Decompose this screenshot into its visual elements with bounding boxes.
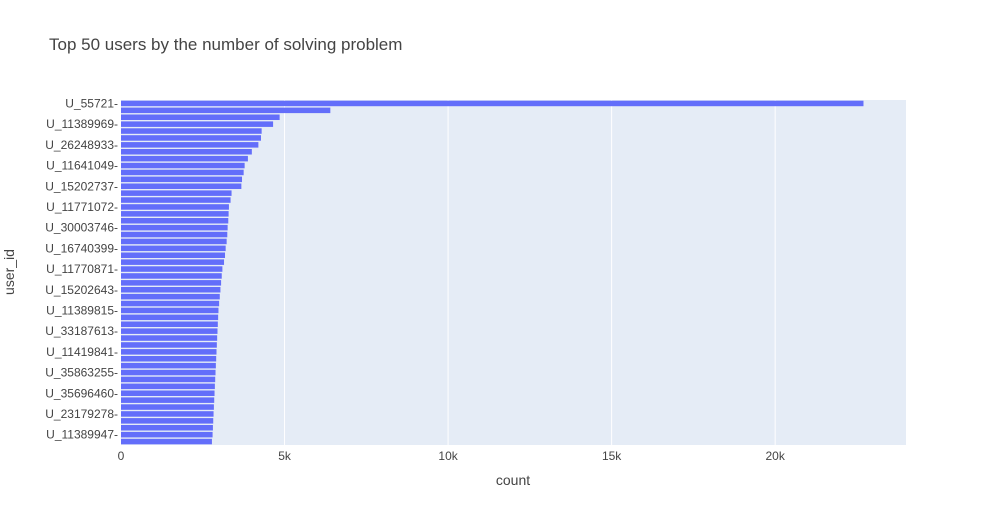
y-tick-label: U_16740399- [45,241,118,255]
bar [121,100,864,107]
y-axis-ticks: U_55721- U_11389969- U_26248933- U_11641049… [45,96,118,441]
y-tick-label: U_30003746- [45,221,118,235]
y-tick-label: U_11389947- [46,428,118,442]
bar [121,128,262,134]
bar [121,342,217,348]
y-axis-label: user_id [1,249,17,295]
y-tick-label: U_55721- [65,96,118,110]
bar [121,259,225,265]
bar [121,245,226,252]
bar [121,211,229,217]
bar [121,273,222,279]
bar [121,314,219,321]
bar [121,307,219,314]
bar [121,383,215,390]
bar [121,183,242,190]
y-tick-label: U_11771072- [46,200,118,214]
bar [121,328,218,334]
x-axis-ticks: 0 5k 10k 15k 20k [118,449,786,463]
bar [121,362,216,369]
y-tick-label: U_23179278- [45,407,118,421]
y-tick-label: U_15202643- [45,283,118,297]
bar [121,169,244,176]
x-tick-label: 0 [118,449,125,463]
bar [121,293,220,300]
x-tick-label: 10k [438,449,458,463]
bar [121,114,280,121]
y-tick-label: U_35696460- [45,386,118,400]
bar [121,217,229,224]
x-axis-label: count [496,472,530,488]
bar [121,238,227,245]
x-tick-label: 15k [602,449,622,463]
bar [121,197,231,203]
y-tick-label: U_11770871- [46,262,118,276]
bar [121,135,261,141]
bar [121,369,216,376]
bar [121,224,228,231]
y-tick-label: U_11389815- [46,303,118,317]
bar [121,321,218,328]
bar [121,190,232,196]
bar [121,155,248,162]
bar [121,390,215,397]
bar [121,355,217,362]
bar [121,252,226,259]
y-tick-label: U_11419841- [46,345,118,359]
bar [121,266,223,272]
y-tick-label: U_15202737- [45,179,118,193]
bar [121,107,331,114]
y-tick-label: U_35863255- [45,366,118,380]
bar [121,300,220,307]
bar [121,418,214,424]
x-tick-label: 20k [765,449,785,463]
bar [121,424,213,431]
bar [121,349,217,355]
chart-title: Top 50 users by the number of solving pr… [49,35,402,54]
y-tick-label: U_33187613- [45,324,118,338]
bars [121,100,864,445]
bar [121,431,213,438]
gridlines [284,100,776,445]
bar [121,376,216,383]
x-tick-label: 5k [278,449,292,463]
bar [121,162,245,169]
bar [121,204,229,210]
bar [121,142,259,148]
bar [121,397,215,403]
bar [121,231,228,238]
bar [121,286,221,293]
y-tick-label: U_11389969- [46,117,118,131]
bar [121,335,218,341]
bar [121,148,252,155]
bar [121,280,222,286]
bar [121,176,243,183]
bar [121,411,214,417]
bar [121,121,274,127]
bar [121,404,214,410]
y-tick-label: U_26248933- [45,138,118,152]
bar [121,438,212,445]
y-tick-label: U_11641049- [46,159,118,173]
